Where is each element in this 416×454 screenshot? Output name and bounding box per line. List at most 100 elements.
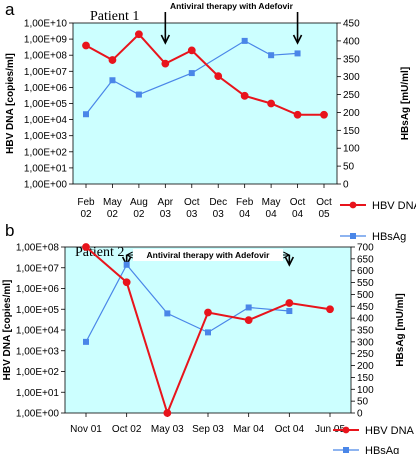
legend-hbv-label: HBV DNA [365,425,415,437]
hbv-dna-point [122,278,131,287]
x-tick-label-month: Apr [158,197,174,208]
hbv-dna-point [163,409,172,417]
hbv-dna-point [161,59,170,68]
x-tick-label-year: 02 [133,209,145,220]
y-tick-label: 1,00E+05 [24,99,68,110]
x-tick-label-month: Oct [290,197,306,208]
y-right-tick-label: 200 [357,361,374,372]
y-right-tick-label: 700 [357,243,374,254]
y-right-tick-label: 100 [357,385,374,396]
legend-hbv-marker [349,201,357,209]
x-tick-label-year: 02 [107,209,119,220]
x-tick-label-month: Dec [209,197,227,208]
y-tick-label: 1,00E+03 [24,131,68,142]
y-right-tick-label: 250 [343,90,360,101]
x-tick-label-month: Oct [316,197,332,208]
y-right-tick-label: 250 [357,349,374,360]
y-tick-label: 1,00E+02 [16,367,60,378]
y-tick-label: 1,00E+08 [16,243,60,254]
y-right-tick-label: 300 [357,337,374,348]
hbsag-point [294,50,301,57]
therapy-bracket-arrow-left [125,251,133,259]
x-tick-label-month: Oct [184,197,200,208]
therapy-bracket-arrow-right [283,251,291,259]
therapy-arrowhead-end [284,256,295,267]
hbv-dna-point [244,316,253,324]
hbv-dna-point [320,110,328,119]
hbv-dna-point [82,41,90,50]
y-tick-label: 1,00E+01 [16,388,60,399]
y-right-tick-label: 650 [357,254,374,265]
y-right-tick-label: 400 [343,36,360,47]
y-axis-title-right: HBsAg [mU/ml] [395,293,406,366]
x-tick-label: May 03 [151,424,184,435]
legend-hbsag-label: HBsAg [372,231,406,243]
panel-letter: b [5,221,14,240]
hbsag-point [241,37,248,44]
therapy-arrowhead-end [292,34,303,45]
hbsag-point [286,308,293,315]
x-tick-label: Sep 03 [192,424,224,435]
y-right-tick-label: 400 [357,314,374,325]
y-right-tick-label: 550 [357,278,374,289]
x-tick-label-year: 03 [160,209,172,220]
therapy-label: Antiviral therapy with Adefovir [170,1,294,11]
hbv-dna-point [214,72,223,81]
y-tick-label: 1,00E+08 [24,51,68,62]
x-tick-label-year: 03 [213,209,225,220]
hbv-dna-point [134,30,143,39]
y-tick-label: 1,00E+07 [16,263,60,274]
x-tick-label-month: May [103,197,122,208]
y-tick-label: 1,00E+05 [16,305,60,316]
x-tick-label-year: 04 [239,209,251,220]
hbsag-point [205,329,211,336]
x-tick-label: Oct 04 [275,424,305,435]
x-tick-label: Oct 02 [112,424,142,435]
x-tick-label: Nov 01 [70,424,102,435]
therapy-label-bg [133,249,283,261]
hbsag-point [123,261,130,268]
y-tick-label: 1,00E+03 [16,346,60,357]
plot-area [72,22,338,185]
y-right-tick-label: 450 [343,19,360,30]
hbsag-point [188,70,195,77]
hbsag-point [83,111,89,118]
legend-hbv-label: HBV DNA [372,200,416,212]
y-right-tick-label: 150 [343,126,360,137]
hbv-dna-series-line [85,32,324,116]
y-right-tick-label: 500 [357,290,374,301]
hbv-dna-point [82,243,90,251]
y-tick-label: 1,00E+07 [24,67,68,78]
y-right-tick-label: 450 [357,302,374,313]
x-tick-label-year: 03 [186,209,198,220]
hbsag-point [164,310,171,317]
y-tick-label: 1,00E+04 [24,115,68,126]
y-axis-title: HBV DNA [copies/ml] [2,280,13,381]
hbsag-point [109,77,116,84]
hbsag-point [83,338,89,345]
y-tick-label: 1,00E+00 [16,409,60,420]
legend-hbsag-marker [350,233,356,239]
hbsag-point [135,91,142,98]
x-tick-label-month: Feb [77,197,95,208]
legend-hbv-marker [342,426,350,434]
x-tick-label-year: 05 [318,209,330,220]
y-right-tick-label: 300 [343,72,360,83]
hbsag-point [245,304,252,311]
therapy-label-bg [156,0,307,12]
x-tick-label-year: 04 [292,209,304,220]
hbv-dna-point [293,110,302,119]
y-tick-label: 1,00E+00 [24,180,68,191]
legend-hbsag-label: HBsAg [365,445,399,454]
hbv-dna-point [108,56,117,64]
x-tick-label-month: Feb [236,197,254,208]
panel-letter: a [5,0,15,19]
x-tick-label: Mar 04 [233,424,265,435]
y-axis-title: HBV DNA [copies/ml] [5,53,16,154]
y-right-tick-label: 0 [357,409,363,420]
y-right-tick-label: 50 [343,162,355,173]
y-right-tick-label: 50 [357,397,369,408]
therapy-arrowhead-start [160,34,171,45]
x-tick-label: Jun 05 [315,424,345,435]
